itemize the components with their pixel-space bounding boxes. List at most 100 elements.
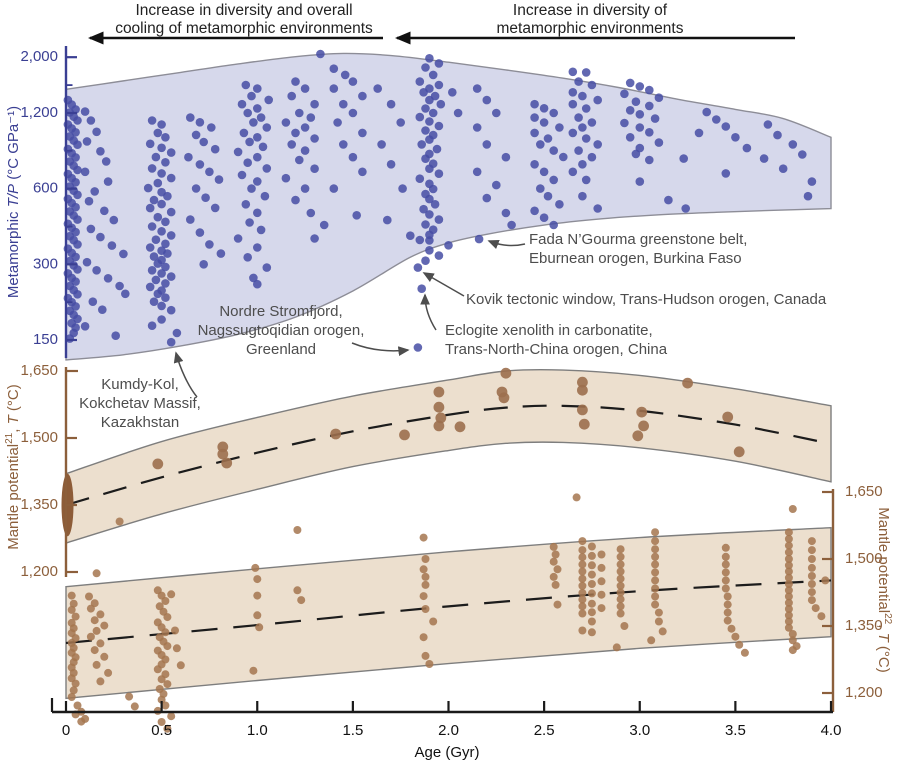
- mantle22-point: [578, 567, 587, 576]
- mantle22-point: [784, 598, 793, 607]
- metamorphic-point: [425, 95, 434, 105]
- metamorphic-point: [664, 195, 673, 205]
- tick-label-mantle21: 1,200: [20, 563, 58, 580]
- metamorphic-point: [207, 123, 216, 132]
- metamorphic-point: [436, 99, 446, 109]
- metamorphic-point: [425, 164, 434, 173]
- mantle22-point: [419, 533, 428, 542]
- metamorphic-point: [247, 91, 256, 101]
- metamorphic-point: [645, 155, 654, 165]
- tick-label-x: 0: [62, 722, 70, 739]
- metamorphic-point: [694, 128, 704, 138]
- mantle22-point: [115, 517, 124, 526]
- mantle22-point: [67, 605, 76, 614]
- metamorphic-point: [88, 297, 98, 307]
- mantle21-trend-line: [65, 404, 832, 507]
- metamorphic-point: [153, 128, 163, 138]
- metamorphic-point: [233, 234, 243, 243]
- tick-label-metamorphic: 2,000: [20, 48, 58, 65]
- mantle22-point: [578, 626, 587, 635]
- metamorphic-point: [539, 118, 549, 127]
- mantle22-point: [821, 576, 830, 585]
- metamorphic-point: [348, 77, 358, 86]
- metamorphic-point: [425, 236, 434, 245]
- metamorphic-point: [245, 218, 254, 227]
- mantle22-point: [740, 648, 749, 657]
- metamorphic-point: [578, 91, 587, 101]
- metamorphic-point: [419, 88, 428, 97]
- metamorphic-point: [581, 175, 591, 185]
- metamorphic-point: [581, 104, 591, 113]
- metamorphic-point: [568, 88, 578, 97]
- axis-title-text: ,: [5, 424, 22, 433]
- metamorphic-point: [413, 263, 423, 272]
- metamorphic-point: [191, 130, 201, 140]
- metamorphic-point: [157, 199, 166, 209]
- tick-label-x: 1.5: [342, 722, 363, 739]
- metamorphic-point: [295, 155, 304, 165]
- metamorphic-point: [421, 126, 430, 135]
- metamorphic-point: [145, 243, 155, 252]
- metamorphic-point: [803, 191, 813, 201]
- mantle21-point: [577, 384, 588, 396]
- mantle22-point: [651, 560, 660, 569]
- mantle22-point: [578, 574, 587, 583]
- axis-title-italic: T: [5, 415, 22, 425]
- metamorphic-point: [96, 232, 105, 242]
- metamorphic-point: [316, 49, 325, 59]
- metamorphic-point: [233, 147, 243, 157]
- metamorphic-point: [247, 184, 256, 193]
- mantle22-trend-line: [65, 579, 832, 645]
- metamorphic-point: [241, 80, 251, 90]
- mantle22-point: [293, 526, 302, 534]
- metamorphic-point: [581, 134, 591, 143]
- metamorphic-point: [654, 93, 664, 102]
- mantle22-point: [587, 608, 596, 617]
- mantle22-point: [253, 611, 262, 620]
- metamorphic-point: [681, 204, 690, 213]
- mantle22-point: [96, 610, 105, 619]
- metamorphic-point: [86, 224, 96, 234]
- metamorphic-point: [434, 80, 444, 90]
- mantle21-point: [638, 420, 649, 432]
- metamorphic-point: [501, 152, 511, 162]
- metamorphic-point: [98, 305, 107, 315]
- metamorphic-point: [157, 120, 166, 129]
- metamorphic-point: [319, 220, 329, 230]
- metamorphic-point: [807, 177, 817, 186]
- tick-label-mantle22: 1,650: [845, 483, 883, 500]
- metamorphic-point: [252, 152, 262, 162]
- mantle22-point: [616, 552, 625, 561]
- mantle22-point: [421, 605, 430, 613]
- axis-title-age: Age (Gyr): [414, 744, 480, 761]
- metamorphic-point: [645, 101, 654, 111]
- mantle22-point: [784, 561, 793, 570]
- metamorphic-point: [625, 106, 635, 115]
- mantle21-point: [500, 367, 512, 379]
- header-increase-diversity: Increase in diversity of metamorphic env…: [496, 2, 684, 37]
- metamorphic-point: [107, 241, 117, 250]
- mantle22-point: [73, 701, 82, 710]
- metamorphic-point: [482, 95, 492, 105]
- metamorphic-point: [645, 128, 654, 137]
- metamorphic-point: [239, 128, 249, 138]
- mantle22-point: [817, 612, 826, 621]
- mantle22-point: [69, 686, 78, 695]
- metamorphic-point: [358, 128, 367, 138]
- axis-title-text: ,: [875, 624, 892, 633]
- mantle22-point: [549, 542, 558, 551]
- metamorphic-point: [702, 107, 711, 117]
- metamorphic-point: [73, 290, 82, 299]
- metamorphic-point: [161, 279, 170, 288]
- metamorphic-point: [472, 167, 482, 177]
- metamorphic-point: [80, 167, 90, 177]
- mantle22-point: [784, 573, 793, 582]
- metamorphic-point: [96, 147, 105, 156]
- metamorphic-point: [415, 112, 425, 122]
- metamorphic-point: [161, 158, 170, 167]
- mantle22-point: [92, 660, 101, 669]
- metamorphic-point: [568, 67, 578, 77]
- mantle21-point: [433, 386, 445, 398]
- tick-label-metamorphic: 1,200: [20, 104, 58, 121]
- metamorphic-point: [492, 180, 501, 190]
